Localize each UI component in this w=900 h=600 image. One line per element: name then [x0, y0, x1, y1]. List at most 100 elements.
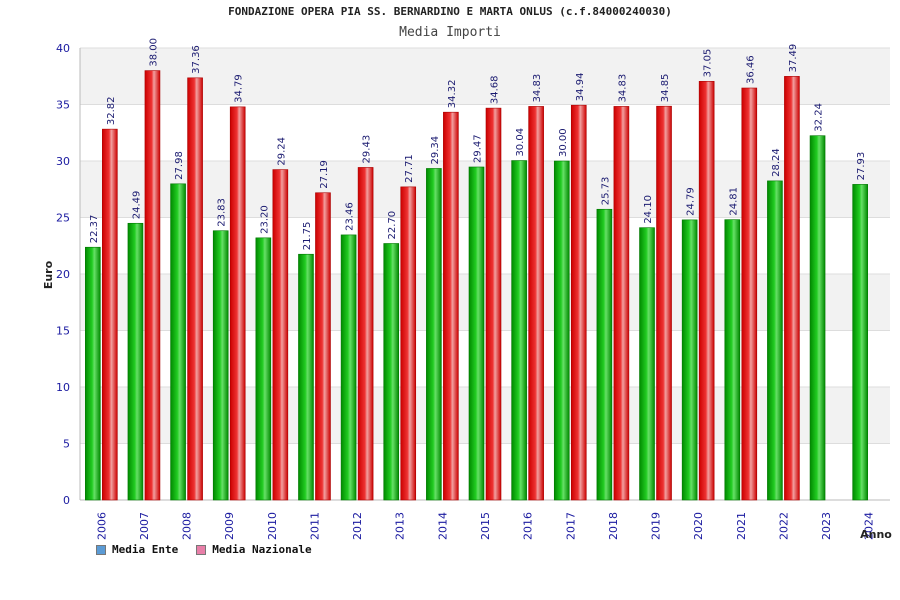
bar-media-ente	[681, 219, 698, 501]
legend-label-nazionale: Media Nazionale	[212, 543, 312, 556]
bar-media-nazionale	[698, 81, 715, 501]
data-label-media-ente: 30.04	[515, 128, 526, 157]
y-tick-label: 20	[56, 268, 70, 281]
bar-media-nazionale	[613, 106, 630, 501]
data-label-media-ente: 30.00	[558, 128, 569, 157]
x-tick-label: 2014	[436, 512, 449, 540]
data-label-media-ente: 22.37	[89, 215, 100, 244]
data-label-media-ente: 24.49	[131, 191, 142, 220]
bar-media-ente	[298, 253, 314, 501]
data-label-media-nazionale: 34.79	[234, 74, 245, 103]
bar-media-ente	[468, 166, 485, 501]
x-tick-label: 2024	[863, 512, 876, 540]
bar-media-ente	[724, 219, 741, 501]
y-tick-label: 15	[56, 325, 70, 338]
data-label-media-ente: 21.75	[302, 222, 313, 251]
data-label-media-ente: 29.47	[473, 134, 484, 163]
data-label-media-ente: 32.24	[814, 103, 825, 132]
bar-media-ente	[340, 234, 357, 501]
data-label-media-nazionale: 37.05	[703, 49, 714, 78]
bar-media-ente	[212, 230, 229, 501]
y-tick-label: 0	[63, 494, 70, 507]
bar-media-nazionale	[187, 77, 203, 501]
bar-media-ente	[170, 183, 186, 501]
data-label-media-nazionale: 37.36	[191, 45, 202, 74]
legend-swatch-ente	[96, 544, 106, 555]
x-tick-label: 2008	[181, 512, 194, 540]
bar-media-ente	[426, 168, 442, 501]
x-tick-label: 2016	[522, 512, 535, 540]
data-label-media-ente: 27.98	[174, 151, 185, 180]
data-label-media-nazionale: 34.83	[617, 74, 628, 103]
x-tick-label: 2023	[820, 512, 833, 540]
y-tick-label: 5	[63, 438, 70, 451]
x-tick-label: 2018	[607, 512, 620, 540]
data-label-media-ente: 24.10	[643, 195, 654, 224]
bar-media-ente	[85, 246, 101, 501]
bar-media-ente	[852, 184, 868, 501]
bar-media-ente	[639, 227, 655, 501]
bar-media-ente	[596, 208, 613, 501]
legend-item-ente: Media Ente	[96, 543, 178, 556]
data-label-media-ente: 23.20	[259, 205, 270, 234]
data-label-media-nazionale: 29.24	[276, 137, 287, 166]
bar-media-nazionale	[570, 104, 587, 501]
bar-media-ente	[127, 222, 144, 501]
data-label-media-ente: 27.93	[856, 152, 867, 181]
chart-subtitle: Media Importi	[399, 25, 501, 40]
bar-media-nazionale	[229, 106, 246, 501]
bar-media-nazionale	[144, 70, 161, 501]
bar-media-ente	[511, 160, 527, 501]
data-label-media-ente: 24.81	[728, 187, 739, 216]
data-label-media-nazionale: 34.32	[447, 80, 458, 109]
bar-media-ente	[553, 160, 570, 501]
bar-media-nazionale	[741, 87, 758, 501]
data-label-media-ente: 24.79	[686, 187, 697, 216]
data-label-media-nazionale: 34.94	[575, 73, 586, 102]
bar-media-nazionale	[656, 105, 672, 501]
y-tick-label: 30	[56, 155, 70, 168]
data-label-media-nazionale: 29.43	[362, 135, 373, 164]
x-tick-label: 2020	[692, 512, 705, 540]
bar-media-nazionale	[272, 169, 289, 501]
data-label-media-nazionale: 27.19	[319, 160, 330, 189]
data-label-media-nazionale: 38.00	[148, 38, 159, 67]
bar-media-nazionale	[315, 192, 331, 501]
y-tick-label: 40	[56, 42, 70, 55]
x-tick-label: 2012	[351, 512, 364, 540]
bar-media-ente	[767, 180, 783, 501]
x-tick-label: 2009	[223, 512, 236, 540]
x-axis-label: Anno	[860, 528, 892, 541]
bar-media-nazionale	[784, 76, 800, 501]
bar-media-nazionale	[528, 106, 544, 501]
data-label-media-nazionale: 34.83	[532, 74, 543, 103]
x-tick-label: 2006	[95, 512, 108, 540]
legend: Media Ente Media Nazionale	[96, 543, 312, 556]
data-label-media-ente: 22.70	[387, 211, 398, 240]
data-label-media-nazionale: 37.49	[788, 44, 799, 73]
data-label-media-ente: 25.73	[600, 177, 611, 206]
chart-title: FONDAZIONE OPERA PIA SS. BERNARDINO E MA…	[228, 5, 672, 18]
bar-media-nazionale	[357, 167, 374, 501]
legend-item-nazionale: Media Nazionale	[196, 543, 312, 556]
data-label-media-nazionale: 34.68	[490, 75, 501, 104]
y-axis-label: Euro	[42, 260, 55, 289]
data-label-media-ente: 28.24	[771, 148, 782, 177]
bar-media-nazionale	[102, 128, 118, 501]
bar-media-ente	[255, 237, 272, 501]
data-label-media-ente: 23.83	[217, 198, 228, 227]
y-tick-label: 35	[56, 99, 70, 112]
bar-media-nazionale	[443, 111, 459, 501]
x-tick-label: 2015	[479, 512, 492, 540]
x-tick-label: 2017	[564, 512, 577, 540]
x-tick-label: 2022	[777, 512, 790, 540]
x-tick-label: 2013	[394, 512, 407, 540]
x-tick-label: 2021	[735, 512, 748, 540]
data-label-media-nazionale: 34.85	[660, 74, 671, 103]
legend-swatch-nazionale	[196, 544, 207, 555]
bar-media-nazionale	[400, 186, 417, 501]
data-label-media-nazionale: 32.82	[106, 96, 117, 125]
x-tick-label: 2019	[650, 512, 663, 540]
